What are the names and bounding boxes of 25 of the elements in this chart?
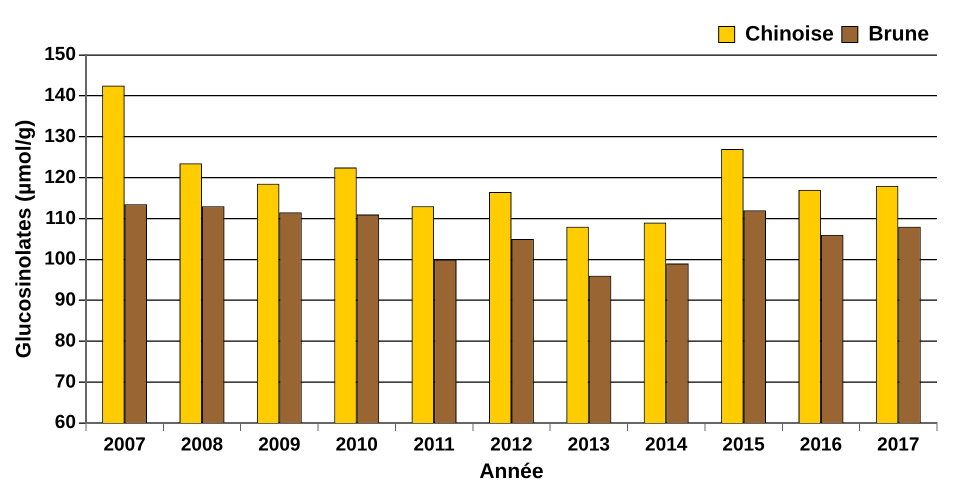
x-tick-label: 2016 <box>800 434 842 456</box>
y-tick-label: 110 <box>45 208 76 229</box>
legend-label: Chinoise <box>745 22 834 46</box>
x-tick-label: 2010 <box>336 434 378 456</box>
y-tick-label: 140 <box>44 85 76 106</box>
y-tick-label: 80 <box>54 330 76 352</box>
y-tick-label: 60 <box>54 412 76 434</box>
x-tick-label: 2007 <box>103 434 146 456</box>
y-tick-label: 100 <box>44 248 76 270</box>
x-tick-label: 2012 <box>490 434 533 456</box>
x-axis-title: Année <box>479 460 544 484</box>
y-tick-label: 70 <box>54 371 76 392</box>
x-tick-label: 2011 <box>413 434 456 456</box>
x-tick-label: 2009 <box>258 434 300 456</box>
y-tick-label: 150 <box>44 44 76 66</box>
y-tick-label: 120 <box>44 166 76 188</box>
y-tick-label: 130 <box>44 126 76 148</box>
x-tick-label: 2017 <box>877 434 920 456</box>
y-axis-title: Glucosinolates (µmol/g) <box>12 120 36 358</box>
x-tick-label: 2008 <box>180 434 224 456</box>
legend-label: Brune <box>868 22 930 46</box>
x-tick-label: 2014 <box>645 434 688 456</box>
x-tick-label: 2013 <box>568 434 610 456</box>
x-tick-label: 2015 <box>722 434 766 456</box>
y-tick-label: 90 <box>54 290 76 311</box>
